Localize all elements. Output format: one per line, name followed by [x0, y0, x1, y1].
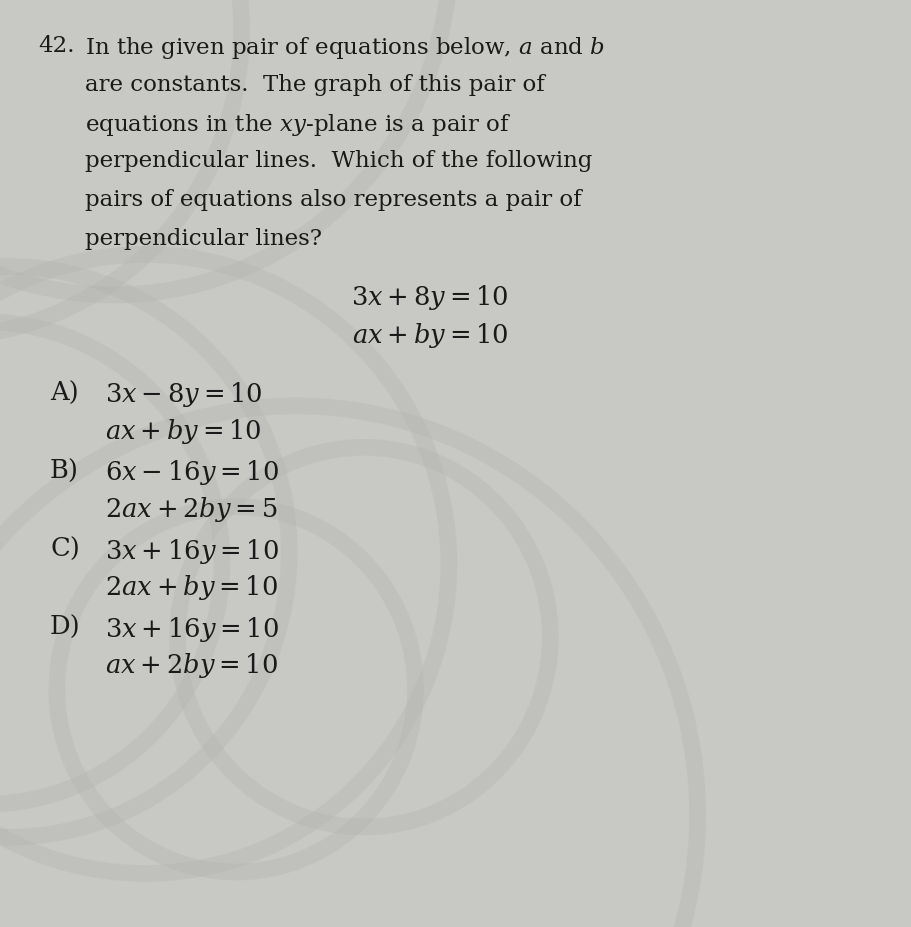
Text: C): C) — [50, 536, 80, 561]
Text: In the given pair of equations below, $a$ and $b$: In the given pair of equations below, $a… — [85, 35, 605, 61]
Text: $3x - 8y = 10$: $3x - 8y = 10$ — [105, 380, 262, 409]
Text: $ax + by = 10$: $ax + by = 10$ — [105, 417, 261, 446]
Text: A): A) — [50, 380, 78, 405]
Text: B): B) — [50, 458, 79, 483]
Text: $2ax + 2by = 5$: $2ax + 2by = 5$ — [105, 495, 278, 524]
Text: 42.: 42. — [38, 35, 75, 57]
Text: perpendicular lines?: perpendicular lines? — [85, 227, 322, 249]
Text: $3x + 8y = 10$: $3x + 8y = 10$ — [351, 282, 509, 311]
Text: D): D) — [50, 614, 81, 639]
Text: equations in the $xy$-plane is a pair of: equations in the $xy$-plane is a pair of — [85, 112, 511, 138]
Text: $2ax + by = 10$: $2ax + by = 10$ — [105, 573, 278, 602]
Text: $ax + 2by = 10$: $ax + 2by = 10$ — [105, 651, 278, 679]
Text: $3x + 16y = 10$: $3x + 16y = 10$ — [105, 614, 279, 642]
Text: pairs of equations also represents a pair of: pairs of equations also represents a pai… — [85, 189, 581, 210]
Text: are constants.  The graph of this pair of: are constants. The graph of this pair of — [85, 73, 545, 95]
Text: $ax + by = 10$: $ax + by = 10$ — [352, 320, 508, 349]
Text: $6x - 16y = 10$: $6x - 16y = 10$ — [105, 458, 279, 487]
Text: perpendicular lines.  Which of the following: perpendicular lines. Which of the follow… — [85, 150, 592, 172]
Text: $3x + 16y = 10$: $3x + 16y = 10$ — [105, 536, 279, 565]
